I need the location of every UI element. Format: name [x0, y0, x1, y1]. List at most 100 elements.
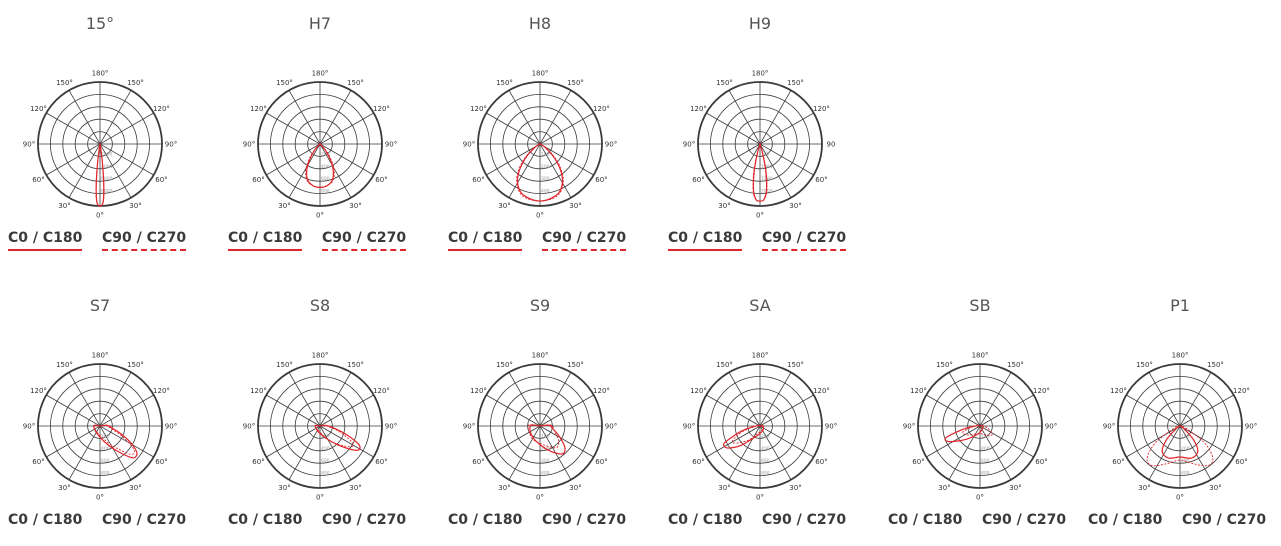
polar-diagram-sa: SA 0° 30° 60° 90° 120° 150° 180° 150° 120° 90° 60° 3… — [660, 286, 860, 546]
curve-c90-c270 — [1146, 425, 1214, 467]
angle-label: 90° — [385, 423, 397, 431]
angle-label: 0° — [756, 212, 764, 220]
diagram-title: S7 — [89, 296, 111, 315]
angle-label: 60° — [1112, 458, 1124, 466]
scale-label: 400 — [541, 471, 550, 477]
scale-label: 600 — [101, 458, 110, 464]
scale-label: 800 — [101, 471, 110, 477]
angle-label: 60° — [815, 176, 827, 184]
angle-label: 150° — [496, 79, 513, 87]
diagram-title: SB — [969, 296, 991, 315]
angle-label: 30° — [718, 202, 730, 210]
angle-label: 120° — [153, 387, 170, 395]
angle-label: 30° — [278, 202, 290, 210]
scale-label: 600 — [321, 458, 330, 464]
polar-diagram-h8: H8 0° 30° 60° 90° 120° 150° 180° 150° 120° 90° 60° 3… — [440, 4, 640, 264]
angle-label: 150° — [1136, 361, 1153, 369]
angle-label: 30° — [789, 202, 801, 210]
angle-label: 90° — [1045, 423, 1057, 431]
angle-label: 180° — [312, 352, 329, 360]
angle-label: 90° — [683, 423, 695, 431]
legend-c90-c270: C90 / C270 — [322, 512, 407, 528]
scale-label: 800 — [321, 189, 330, 195]
diagram-title: P1 — [1170, 296, 1190, 315]
legend-c0-c180: C0 / C180 — [8, 512, 83, 528]
angle-label: 30° — [1209, 484, 1221, 492]
angle-label: 0° — [96, 494, 104, 502]
angle-label: 30° — [569, 484, 581, 492]
angle-label: 120° — [593, 387, 610, 395]
legend-c0-c180: C0 / C180 — [668, 512, 743, 528]
angle-label: 60° — [692, 176, 704, 184]
legend-c90-c270: C90 / C270 — [322, 230, 407, 251]
scale-label: 100 — [1181, 433, 1190, 439]
angle-label: 150° — [1207, 361, 1224, 369]
angle-label: 30° — [789, 484, 801, 492]
angle-label: 30° — [349, 484, 361, 492]
polar-plot: 0° 30° 60° 90° 120° 150° 180° 150° 120° 90° 60° 30°… — [23, 352, 177, 502]
scale-label: 600 — [761, 458, 770, 464]
angle-label: 30° — [498, 484, 510, 492]
angle-label: 30° — [938, 484, 950, 492]
angle-label: 150° — [56, 79, 73, 87]
scale-label: 200 — [761, 433, 770, 439]
legend-c0-c180: C0 / C180 — [448, 512, 523, 528]
angle-label: 180° — [92, 352, 109, 360]
angle-label: 90° — [463, 141, 475, 149]
scale-label: 200 — [1181, 446, 1190, 452]
angle-label: 150° — [276, 361, 293, 369]
angle-label: 150° — [567, 361, 584, 369]
polar-plot: 0° 30° 60° 90° 120° 150° 180° 150° 120° 90° 60° 30°… — [463, 352, 617, 502]
angle-label: 30° — [58, 484, 70, 492]
angle-label: 90° — [605, 423, 617, 431]
scale-label: 600 — [321, 176, 330, 182]
angle-label: 30° — [58, 202, 70, 210]
polar-diagram-15: 15° 0° 30° 60° 90° 120° 150° 180° 150° 120° 90° 60°… — [0, 4, 200, 264]
polar-diagram-p1: P1 0° 30° 60° 90° 120° 150° 180° 150° 120° 90° 60° 3… — [1080, 286, 1280, 546]
legend-c90-c270: C90 / C270 — [1182, 512, 1267, 528]
angle-label: 30° — [129, 202, 141, 210]
angle-label: 90° — [683, 141, 695, 149]
scale-label: 400 — [761, 446, 770, 452]
polar-diagram-s9: S9 0° 30° 60° 90° 120° 150° 180° 150° 120° 90° 60° 3… — [440, 286, 640, 546]
angle-label: 60° — [472, 176, 484, 184]
scale-label: 200 — [321, 433, 330, 439]
angle-label: 150° — [787, 361, 804, 369]
legend-c0-c180: C0 / C180 — [228, 230, 303, 251]
legend-c90-c270: C90 / C270 — [762, 230, 847, 251]
diagram-title: S9 — [529, 296, 551, 315]
angle-label: 150° — [716, 361, 733, 369]
legend-c90-c270: C90 / C270 — [762, 512, 847, 528]
angle-label: 60° — [155, 176, 167, 184]
diagram-title: 15° — [85, 14, 115, 33]
polar-plot: 0° 30° 60° 90° 120° 150° 180° 150° 120° 90° 60° 30°… — [243, 352, 397, 502]
angle-label: 150° — [936, 361, 953, 369]
polar-diagram-sb: SB 0° 30° 60° 90° 120° 150° 180° 150° 120° 90° 60° 3… — [880, 286, 1080, 546]
scale-label: 500 — [761, 151, 770, 157]
angle-label: 90° — [243, 141, 255, 149]
angle-label: 60° — [815, 458, 827, 466]
scale-label: 2000 — [101, 151, 113, 157]
angle-label: 60° — [692, 458, 704, 466]
angle-label: 90° — [825, 423, 837, 431]
scale-label: 400 — [321, 164, 330, 170]
diagram-title: SA — [749, 296, 771, 315]
diagram-title: S8 — [309, 296, 331, 315]
curve-c0-c180 — [722, 424, 765, 449]
scale-label: 800 — [321, 471, 330, 477]
angle-label: 30° — [278, 484, 290, 492]
angle-label: 60° — [375, 458, 387, 466]
angle-label: 0° — [96, 212, 104, 220]
angle-label: 30° — [129, 484, 141, 492]
angle-label: 60° — [32, 176, 44, 184]
angle-label: 150° — [56, 361, 73, 369]
legend-c0-c180: C0 / C180 — [888, 512, 963, 528]
angle-label: 60° — [595, 458, 607, 466]
curve-c0-c180 — [92, 424, 138, 459]
polar-plot: 0° 30° 60° 90° 120° 150° 180° 150° 120° 90° 60° 30°… — [903, 352, 1057, 502]
legend-c90-c270: C90 / C270 — [982, 512, 1067, 528]
scale-label: 400 — [1181, 471, 1190, 477]
diagram-title: H8 — [528, 14, 552, 33]
angle-label: 60° — [472, 458, 484, 466]
angle-label: 120° — [470, 387, 487, 395]
